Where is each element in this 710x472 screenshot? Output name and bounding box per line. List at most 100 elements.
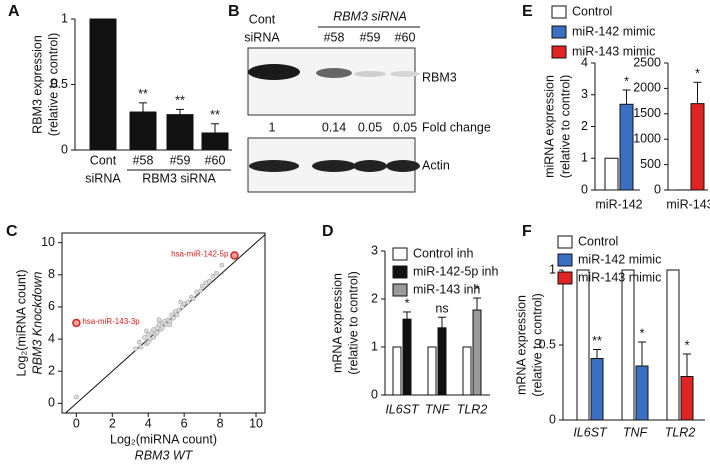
band: [354, 71, 386, 77]
legend-swatch: [552, 26, 566, 38]
point: [171, 316, 175, 320]
y-tick-label: 500: [640, 157, 661, 171]
bar: [202, 133, 228, 150]
y-axis-label: miRNA expression: [542, 75, 556, 178]
fold-change-label: Fold change: [422, 120, 491, 134]
y-tick-label: 2000: [633, 81, 661, 95]
point: [177, 308, 181, 312]
legend-label: Control: [578, 234, 618, 248]
legend-swatch: [558, 272, 572, 284]
point: [211, 274, 215, 278]
point: [168, 323, 172, 327]
panel-label: A: [8, 3, 20, 20]
x-tick-label: 4: [145, 416, 152, 430]
point: [207, 279, 211, 283]
bar: [438, 328, 446, 395]
panel-label: E: [522, 3, 533, 20]
bar: [622, 270, 634, 420]
significance: **: [592, 334, 602, 348]
y-tick-label: 0: [48, 396, 55, 410]
bar: [636, 366, 648, 420]
y-tick-label: 4: [48, 331, 55, 345]
x-tick-label: #60: [205, 153, 226, 167]
y-tick-label: 1: [61, 11, 68, 25]
y-tick-label: 1500: [633, 106, 661, 120]
y-tick-label: 0: [61, 142, 68, 156]
significance: *: [640, 326, 645, 340]
y-tick-label: 2: [48, 364, 55, 378]
legend-swatch: [558, 254, 572, 266]
bar: [667, 270, 679, 420]
band: [312, 160, 356, 172]
lane-label: #58: [324, 30, 345, 44]
group-label: siRNA: [85, 171, 121, 185]
panel-label: B: [228, 3, 240, 20]
point: [179, 300, 183, 304]
y-tick-label: 2: [371, 291, 378, 305]
point: [155, 331, 159, 335]
y-axis-label: Log₂(miRNA count): [14, 270, 28, 377]
western-blot: Cont siRNA RBM3 siRNA #58 #59 #60 RBM3 1…: [244, 9, 491, 192]
legend-swatch: [393, 266, 407, 278]
point: [144, 329, 148, 333]
blot-label: Actin: [422, 158, 450, 172]
y-axis-label: RBM3 Knockdown: [30, 272, 44, 375]
bar: [167, 115, 193, 150]
x-tick-label: miR-142: [595, 197, 642, 211]
bar: [463, 347, 471, 395]
band: [249, 160, 299, 172]
point: [198, 289, 202, 293]
y-tick-label: 8: [48, 267, 55, 281]
significance: *: [685, 338, 690, 352]
point: [146, 340, 150, 344]
bar: [428, 347, 436, 395]
x-tick-label: IL6ST: [573, 425, 608, 439]
y-tick-label: 10: [41, 235, 55, 249]
lane-label: siRNA: [244, 30, 280, 44]
x-axis-label: RBM3 WT: [135, 448, 194, 462]
point: [143, 335, 147, 339]
x-tick-label: 6: [181, 416, 188, 430]
legend-label: miR-143 inh: [413, 282, 480, 296]
point-label: hsa-miR-143-3p: [82, 317, 140, 326]
bar: [577, 270, 589, 420]
x-tick-label: TNF: [425, 402, 451, 416]
y-axis-label: mRNA expression: [330, 273, 344, 373]
legend-label: Control: [572, 4, 612, 18]
highlight-point: [73, 320, 80, 327]
legend-swatch: [393, 284, 407, 296]
point: [139, 345, 143, 349]
legend-swatch: [552, 6, 566, 18]
point: [74, 395, 78, 399]
point: [134, 347, 138, 351]
bar: [393, 347, 401, 395]
lane-label: #59: [360, 30, 381, 44]
fold-change: 0.05: [393, 120, 417, 134]
y-axis-label: RBM3 expression: [30, 35, 44, 134]
legend-label: miR-143 mimic: [572, 44, 655, 58]
band: [386, 160, 420, 172]
group-label: RBM3 siRNA: [333, 9, 407, 23]
blot-frame: [248, 48, 415, 115]
panel-label: D: [322, 223, 334, 240]
x-tick-label: miR-143: [666, 197, 710, 211]
point: [137, 340, 141, 344]
y-tick-label: 2: [581, 119, 588, 133]
fold-change: 1: [269, 120, 276, 134]
bar: [130, 112, 156, 150]
x-tick-label: 2: [109, 416, 116, 430]
point-label: hsa-miR-142-5p: [171, 250, 229, 259]
band: [353, 160, 387, 172]
bar: [591, 359, 603, 421]
y-tick-label: 0: [654, 182, 661, 196]
x-tick-label: Cont: [90, 153, 117, 167]
significance: *: [695, 67, 700, 81]
point: [161, 326, 165, 330]
y-axis-label: (relative to control): [530, 293, 544, 397]
point: [200, 284, 204, 288]
significance: ns: [435, 302, 448, 316]
significance: **: [175, 94, 185, 108]
legend-label: Control inh: [413, 246, 473, 260]
significance: **: [138, 87, 148, 101]
